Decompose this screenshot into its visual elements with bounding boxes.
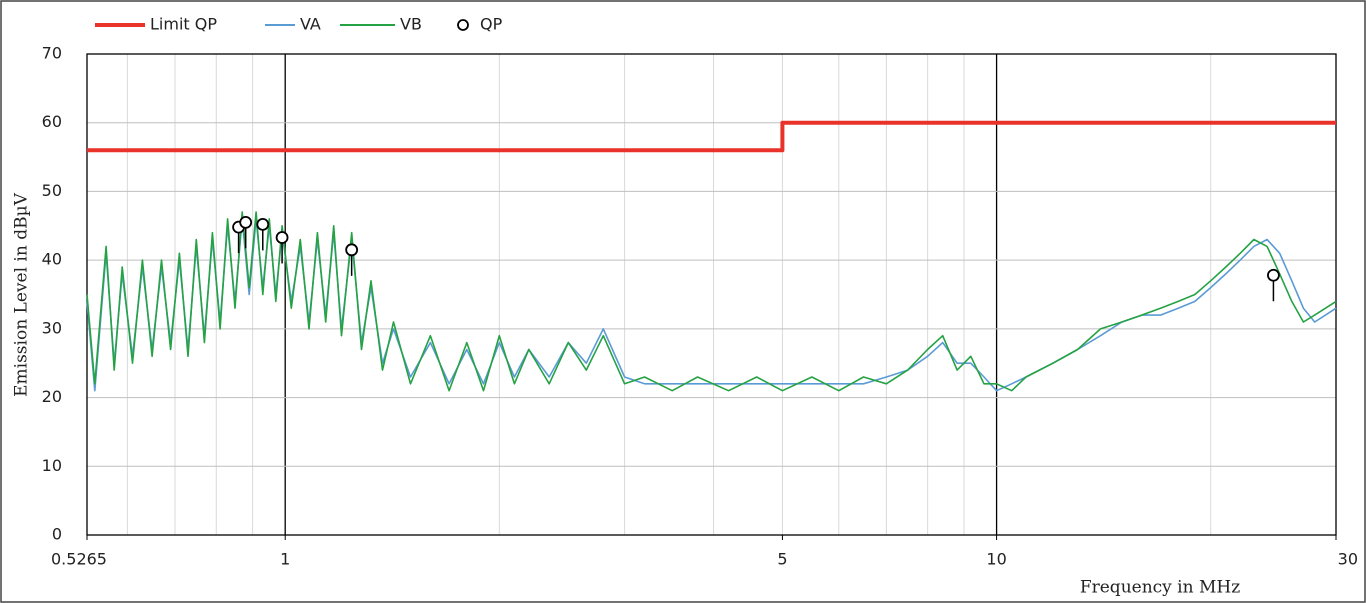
x-tick-label: 5: [777, 550, 787, 569]
y-tick-label: 40: [42, 250, 62, 269]
qp-point: [275, 231, 289, 244]
series-line: [86, 211, 1337, 392]
y-tick-label: 70: [42, 44, 62, 63]
x-tick-label: 0.5265: [51, 550, 107, 569]
qp-point: [345, 243, 359, 257]
y-axis-label: Emission Level in dBµV: [12, 192, 32, 397]
legend-label: VA: [300, 15, 321, 34]
y-tick-label: 60: [42, 112, 62, 131]
series-line: [87, 120, 1336, 153]
grid: 0 10 20 30 40 50 60 70 0.5265 1 5 10 30: [42, 44, 1358, 569]
x-tick-label: 1: [280, 550, 290, 569]
x-tick-label: 30: [1338, 550, 1358, 569]
qp-point: [256, 218, 270, 231]
marks: [86, 120, 1337, 392]
y-tick-label: 0: [52, 525, 62, 544]
x-axis-label: Frequency in MHz: [1080, 578, 1240, 598]
legend-label: QP: [480, 15, 503, 34]
legend-label: Limit QP: [150, 15, 217, 34]
qp-point: [1267, 268, 1280, 282]
y-tick-label: 50: [42, 181, 62, 200]
qp-point: [239, 215, 253, 229]
x-tick-label: 10: [986, 550, 1006, 569]
legend: Limit QP VA VB QP: [95, 15, 503, 34]
y-tick-label: 20: [42, 387, 62, 406]
y-tick-label: 30: [42, 318, 62, 337]
legend-marker: [457, 19, 469, 31]
legend-label: VB: [400, 15, 422, 34]
y-tick-label: 10: [42, 456, 62, 475]
